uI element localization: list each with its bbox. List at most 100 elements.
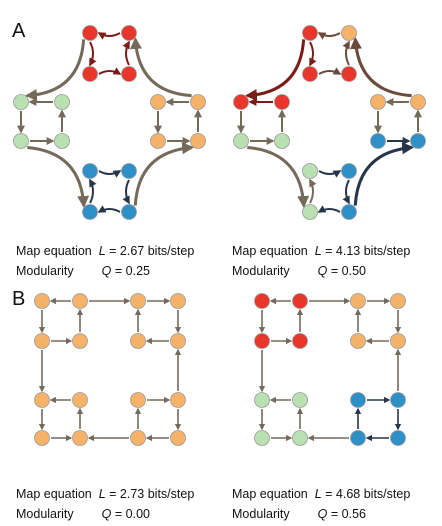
node [130,333,146,349]
panel-a-label: A [12,20,26,42]
caption-a-right: Map equation L = 4.13 bits/step Modulari… [232,244,410,278]
node [170,333,186,349]
edge [89,178,97,204]
node [34,333,50,349]
node [82,25,98,41]
node [54,94,70,110]
node [34,392,50,408]
edge [318,67,342,75]
node [350,430,366,446]
node [302,204,318,220]
node [130,430,146,446]
node [292,392,308,408]
node [150,94,166,110]
edge [318,170,342,178]
caption-line-map-equation: Map equation L = 4.13 bits/step [232,244,411,258]
node [390,430,406,446]
node [302,163,318,179]
node [72,333,88,349]
edge [98,170,122,178]
caption-line-modularity: Modularity Q = 0.50 [232,264,366,278]
node [350,333,366,349]
panel-b-label: B [12,288,26,310]
node [274,94,290,110]
edge [317,205,341,213]
node [370,133,386,149]
edge [122,179,130,205]
node [150,133,166,149]
node [341,204,357,220]
edge [27,145,90,208]
edge [129,36,192,98]
node [54,133,70,149]
node [82,66,98,82]
edge [309,178,317,204]
edge [309,41,317,67]
caption-line-modularity: Modularity Q = 0.25 [16,264,150,278]
node [390,392,406,408]
node [34,293,50,309]
node [370,94,386,110]
node [390,293,406,309]
node [121,25,137,41]
node [254,333,270,349]
node [341,163,357,179]
edge [98,67,122,75]
node [410,94,426,110]
node [341,25,357,41]
node [82,204,98,220]
caption-b-left: Map equation L = 2.73 bits/step Modulari… [16,487,194,521]
node [350,392,366,408]
node [170,392,186,408]
node [190,133,206,149]
node [190,94,206,110]
node [292,333,308,349]
caption-line-modularity: Modularity Q = 0.56 [232,507,366,521]
node [130,293,146,309]
node [350,293,366,309]
node [72,293,88,309]
node [274,133,290,149]
edge [89,41,97,67]
edge [122,40,130,66]
edge [133,142,195,206]
node [121,204,137,220]
node [302,25,318,41]
node [130,392,146,408]
edge [97,205,121,213]
edge [342,179,350,205]
node [82,163,98,179]
node [72,430,88,446]
node [254,293,270,309]
edge [349,36,412,98]
node [121,66,137,82]
node [170,430,186,446]
node [233,94,249,110]
edge [317,32,341,40]
node [121,163,137,179]
edge [353,142,415,206]
node [341,66,357,82]
node [390,333,406,349]
node [292,430,308,446]
edge [24,39,86,102]
caption-line-map-equation: Map equation L = 2.67 bits/step [16,244,195,258]
node [292,293,308,309]
edge [244,39,306,102]
node [34,430,50,446]
node [72,392,88,408]
caption-line-map-equation: Map equation L = 4.68 bits/step [232,487,411,501]
node [233,133,249,149]
caption-a-left: Map equation L = 2.67 bits/step Modulari… [16,244,194,278]
node [254,392,270,408]
node [302,66,318,82]
node [410,133,426,149]
node [254,430,270,446]
edge [247,145,310,208]
edge [342,40,350,66]
caption-line-modularity: Modularity Q = 0.00 [16,507,150,521]
caption-b-right: Map equation L = 4.68 bits/step Modulari… [232,487,410,521]
node [170,293,186,309]
node [13,94,29,110]
